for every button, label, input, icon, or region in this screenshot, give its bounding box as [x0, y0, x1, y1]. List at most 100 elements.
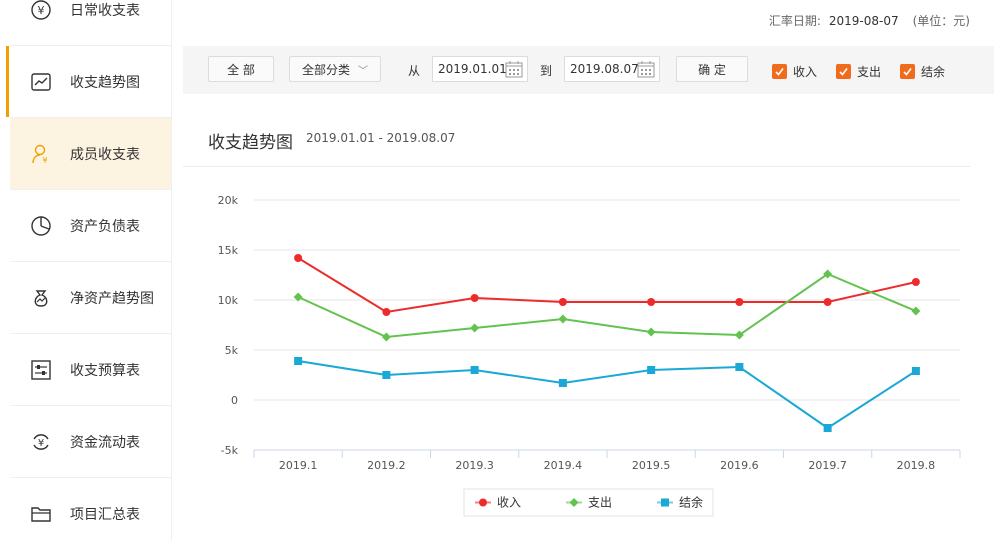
- divider: [183, 166, 970, 167]
- checkmark-icon: [772, 64, 787, 79]
- all-button-label: 全 部: [227, 62, 255, 77]
- data-point: [647, 366, 656, 374]
- sidebar-item-label: 净资产趋势图: [70, 290, 154, 307]
- data-point: [823, 298, 832, 306]
- x-tick-label: 2019.2: [367, 459, 406, 472]
- sidebar-item-trend[interactable]: 收支趋势图: [6, 46, 171, 118]
- data-point: [646, 327, 656, 337]
- rate-date-value: 2019-08-07: [828, 14, 899, 28]
- money-bag-icon: [30, 287, 52, 309]
- data-point: [558, 298, 567, 306]
- x-tick-label: 2019.8: [897, 459, 936, 472]
- confirm-button-label: 确 定: [698, 62, 726, 77]
- legend-label: 支出: [588, 496, 612, 510]
- expense-checkbox[interactable]: 支出: [836, 63, 881, 80]
- series-line: [297, 360, 917, 430]
- legend-marker: [661, 498, 669, 507]
- x-tick-label: 2019.3: [455, 459, 494, 472]
- data-point: [470, 323, 480, 333]
- data-point: [293, 292, 303, 302]
- data-point: [381, 332, 391, 342]
- x-tick-label: 2019.5: [632, 459, 671, 472]
- unit-label: (单位：元): [912, 14, 970, 28]
- checkmark-icon: [900, 64, 915, 79]
- expense-checkbox-label: 支出: [857, 65, 882, 79]
- pie-chart-icon: [30, 215, 52, 237]
- member-icon: ¥: [30, 143, 52, 165]
- sidebar-item-label: 成员收支表: [70, 146, 140, 163]
- sidebar-item-label: 资金流动表: [70, 434, 140, 451]
- data-point: [823, 424, 832, 432]
- svg-text:¥: ¥: [38, 4, 45, 17]
- y-tick-label: -5k: [221, 444, 239, 457]
- yen-cycle-icon: ¥: [30, 431, 52, 453]
- rate-date-label: 汇率日期:: [768, 14, 821, 28]
- data-point: [470, 294, 479, 302]
- data-point: [382, 308, 391, 316]
- income-checkbox-label: 收入: [793, 65, 818, 79]
- sidebar-item-cashflow[interactable]: ¥ 资金流动表: [10, 406, 171, 478]
- calendar-icon[interactable]: [505, 61, 523, 78]
- sidebar-item-label: 收支趋势图: [70, 74, 140, 91]
- chart-subtitle: 2019.01.01 - 2019.08.07: [306, 131, 456, 145]
- data-point: [823, 269, 833, 279]
- chevron-down-icon: ﹀: [358, 65, 368, 77]
- sidebar-item-label: 收支预算表: [70, 362, 140, 379]
- all-button[interactable]: 全 部: [208, 56, 274, 82]
- folder-icon: [30, 503, 52, 525]
- y-tick-label: 5k: [225, 344, 239, 357]
- chart-title: 收支趋势图: [208, 133, 293, 153]
- sidebar-item-project[interactable]: 项目汇总表: [10, 478, 171, 541]
- trend-line-icon: [30, 71, 52, 93]
- sidebar-item-label: 日常收支表: [70, 2, 140, 19]
- data-point: [735, 298, 744, 306]
- legend-label: 结余: [679, 495, 703, 510]
- confirm-button[interactable]: 确 定: [676, 56, 748, 82]
- data-point: [558, 379, 567, 387]
- sidebar-item-balance[interactable]: 资产负债表: [10, 190, 171, 262]
- sidebar-item-daily[interactable]: ¥ 日常收支表: [10, 0, 171, 46]
- sidebar: ¥ 日常收支表 收支趋势图 ¥ 成员收支表 资产负债表 净资产趋势图 收支预算表: [0, 0, 172, 541]
- to-label: 到: [540, 64, 553, 78]
- balance-checkbox-label: 结余: [921, 65, 946, 79]
- y-tick-label: 10k: [218, 294, 239, 307]
- income-checkbox[interactable]: 收入: [772, 63, 817, 80]
- sidebar-item-net-asset[interactable]: 净资产趋势图: [10, 262, 171, 334]
- data-point: [911, 306, 921, 316]
- from-date-input[interactable]: 2019.01.01: [432, 56, 528, 82]
- y-tick-label: 0: [231, 394, 238, 407]
- series-line: [297, 272, 917, 339]
- data-point: [647, 298, 656, 306]
- x-tick-label: 2019.1: [279, 459, 318, 472]
- filter-toolbar: 全 部 全部分类 ﹀ 从 2019.01.01 到 2019.08.07 确 定 …: [183, 46, 994, 94]
- sidebar-item-budget[interactable]: 收支预算表: [10, 334, 171, 406]
- x-tick-label: 2019.4: [544, 459, 583, 472]
- yen-circle-icon: ¥: [30, 0, 52, 21]
- sidebar-item-member[interactable]: ¥ 成员收支表: [10, 118, 171, 190]
- data-point: [735, 363, 744, 371]
- svg-text:¥: ¥: [38, 438, 44, 449]
- calendar-icon[interactable]: [637, 61, 655, 78]
- data-point: [294, 254, 303, 262]
- balance-checkbox[interactable]: 结余: [900, 63, 945, 80]
- to-date-input[interactable]: 2019.08.07: [564, 56, 660, 82]
- from-label: 从: [408, 64, 421, 78]
- data-point: [294, 357, 303, 365]
- series-line: [297, 257, 917, 314]
- y-tick-label: 20k: [218, 194, 239, 207]
- to-date-value: 2019.08.07: [570, 62, 639, 76]
- data-point: [470, 366, 479, 374]
- svg-text:¥: ¥: [42, 156, 47, 165]
- data-point: [911, 367, 920, 375]
- category-dropdown-label: 全部分类: [301, 62, 350, 77]
- checkmark-icon: [836, 64, 851, 79]
- legend-label: 收入: [497, 496, 521, 510]
- exchange-rate-info: 汇率日期: 2019-08-07 (单位：元): [769, 12, 970, 29]
- sidebar-item-label: 资产负债表: [70, 218, 140, 235]
- category-dropdown[interactable]: 全部分类 ﹀: [289, 56, 381, 82]
- sliders-icon: [30, 359, 52, 381]
- x-tick-label: 2019.7: [808, 459, 847, 472]
- data-point: [558, 314, 568, 324]
- legend-marker: [479, 498, 487, 507]
